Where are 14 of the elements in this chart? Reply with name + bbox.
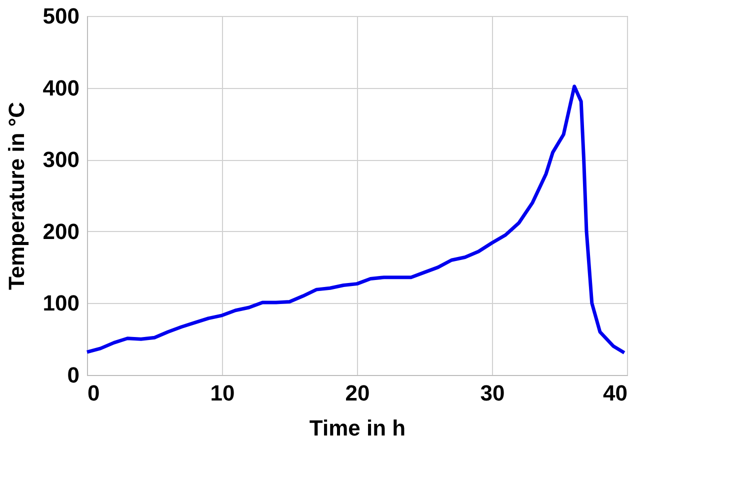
- x-tick-label: 30: [480, 380, 505, 406]
- y-axis-title: Temperature in °C: [4, 102, 29, 290]
- x-tick-label: 40: [603, 380, 628, 406]
- y-tick-label: 100: [42, 290, 80, 316]
- x-tick-label: 20: [345, 380, 370, 406]
- y-tick-label: 400: [42, 75, 80, 100]
- x-tick-label: 10: [210, 380, 235, 406]
- x-axis-title: Time in h: [309, 416, 406, 440]
- x-tick-label: 0: [88, 380, 100, 406]
- y-tick-label: 200: [42, 218, 80, 244]
- y-tick-label: 300: [42, 147, 80, 172]
- y-tick-label: 0: [67, 362, 80, 388]
- line-series: [85, 84, 626, 354]
- y-tick-label: 500: [42, 4, 80, 28]
